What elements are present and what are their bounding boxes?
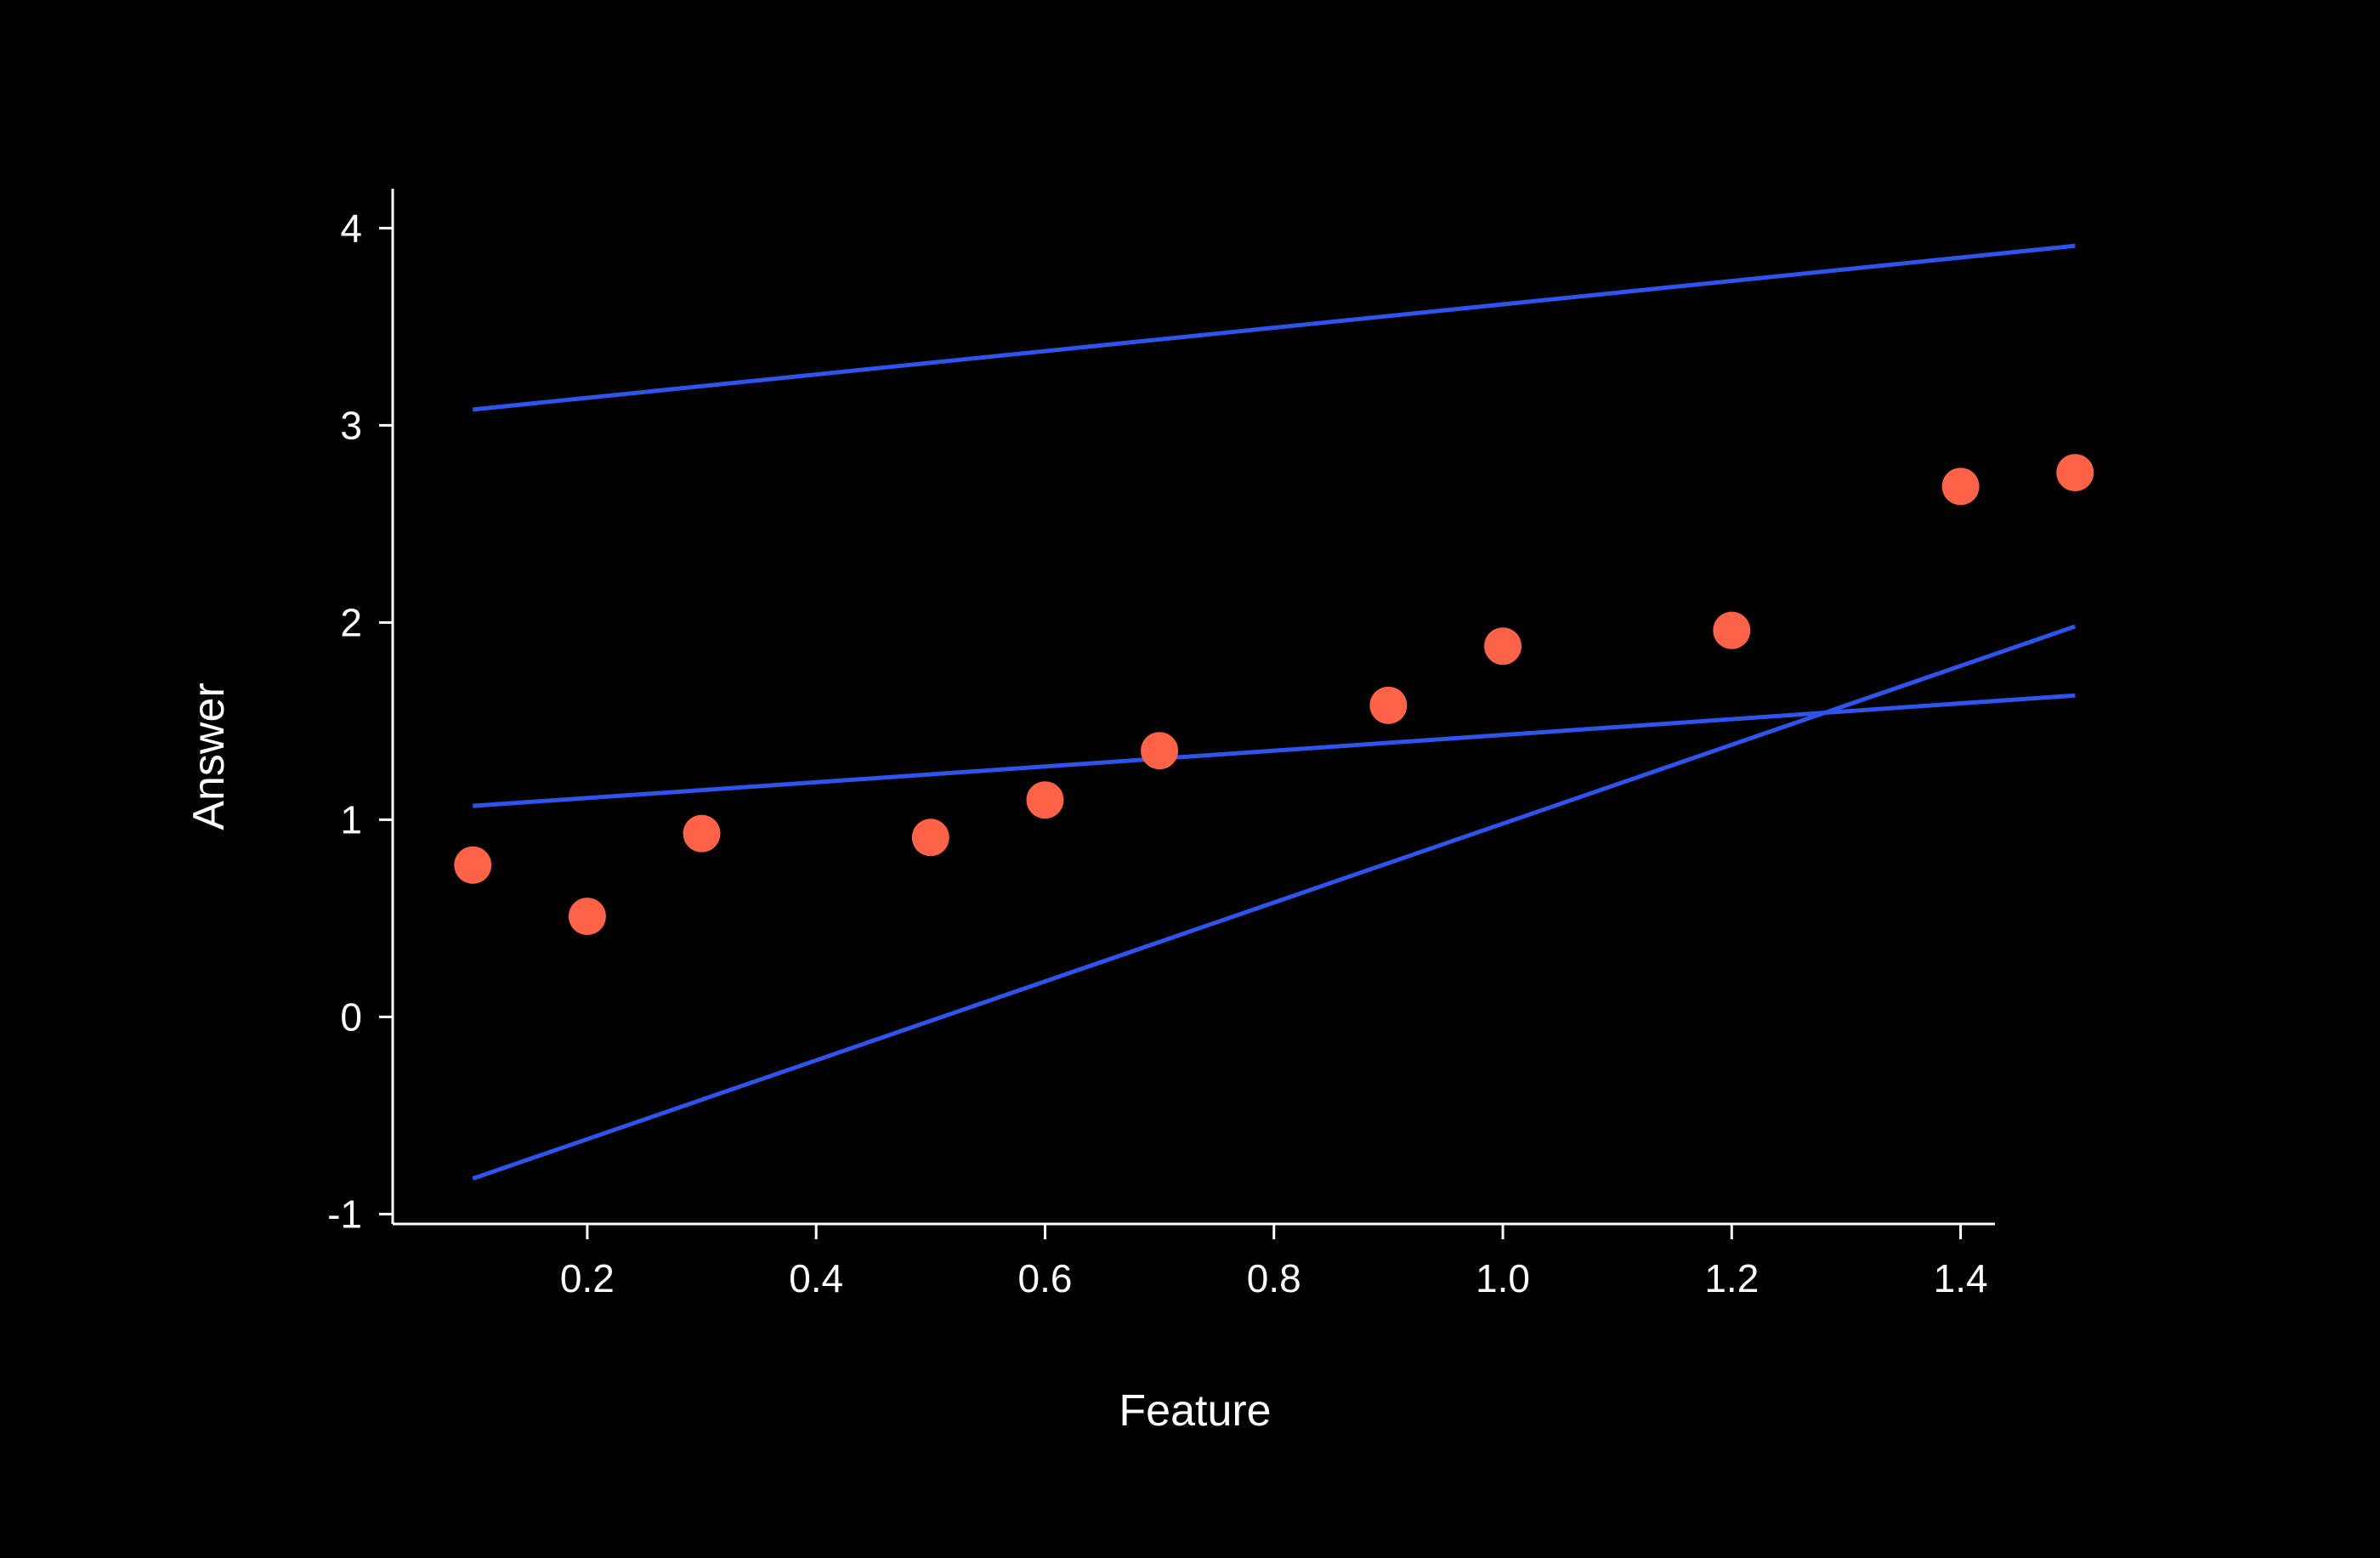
y-axis-ticks: -1 0 1 2 3 4: [327, 206, 393, 1236]
data-point: [1941, 467, 1980, 506]
y-tick-label: 0: [340, 994, 362, 1039]
fit-lines: [472, 243, 2077, 1181]
data-point: [683, 814, 721, 853]
fit-line-1: [472, 243, 2076, 412]
data-point: [454, 846, 492, 884]
y-tick-label: 2: [340, 600, 362, 644]
x-tick-label: 1.0: [1476, 1256, 1530, 1300]
data-point: [1484, 627, 1522, 666]
data-point: [2056, 454, 2094, 492]
x-tick-label: 1.2: [1704, 1256, 1759, 1300]
y-axis-title: Answer: [184, 683, 234, 830]
data-point: [911, 819, 949, 857]
x-tick-label: 1.4: [1934, 1256, 1988, 1300]
data-point: [1141, 732, 1179, 770]
x-tick-label: 0.8: [1247, 1256, 1301, 1300]
axes: -1 0 1 2 3 4 0.2 0.4 0.6 0.8 1.0 1.2 1.4: [327, 189, 1995, 1300]
y-tick-label: 4: [340, 206, 362, 250]
y-tick-label: 3: [340, 403, 362, 447]
x-tick-label: 0.4: [789, 1256, 843, 1300]
fit-line-3: [472, 624, 2077, 1181]
x-axis-title: Feature: [1119, 1386, 1271, 1436]
y-tick-label: -1: [327, 1192, 362, 1236]
x-tick-label: 0.2: [560, 1256, 615, 1300]
x-axis-ticks: 0.2 0.4 0.6 0.8 1.0 1.2 1.4: [560, 1224, 1988, 1300]
data-points: [454, 454, 2094, 936]
data-point: [1026, 781, 1064, 819]
fit-line-2: [473, 693, 2076, 808]
data-point: [1369, 686, 1408, 724]
x-tick-label: 0.6: [1017, 1256, 1072, 1300]
data-point: [568, 898, 606, 936]
data-point: [1713, 611, 1751, 649]
y-tick-label: 1: [340, 797, 362, 841]
